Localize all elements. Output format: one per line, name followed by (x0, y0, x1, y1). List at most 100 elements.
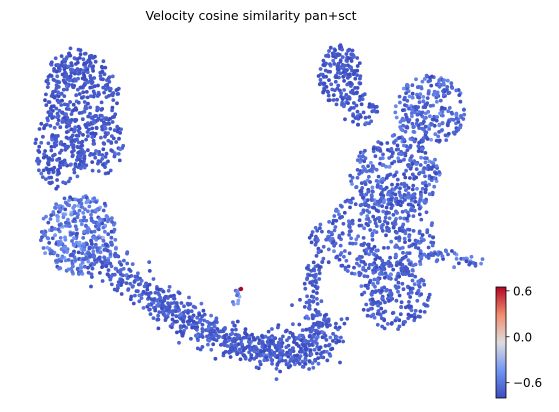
scatter-point (367, 115, 372, 119)
scatter-point (382, 275, 387, 280)
scatter-point (402, 118, 406, 123)
scatter-point (142, 284, 147, 289)
scatter-point (418, 163, 423, 167)
scatter-point (86, 148, 90, 153)
scatter-point (153, 290, 158, 295)
scatter-point (313, 359, 318, 363)
scatter-point (71, 219, 76, 224)
scatter-point (315, 351, 319, 356)
scatter-point (430, 122, 435, 127)
scatter-point (332, 214, 337, 218)
scatter-point (51, 210, 56, 214)
scatter-point (388, 255, 392, 260)
scatter-point (157, 310, 162, 314)
scatter-point (110, 216, 114, 221)
scatter-point (102, 201, 107, 206)
scatter-point (365, 203, 369, 208)
scatter-point (358, 160, 362, 164)
scatter-point (395, 260, 399, 265)
scatter-point (147, 302, 151, 307)
scatter-point (348, 173, 353, 178)
scatter-point (358, 115, 363, 119)
scatter-point (198, 319, 202, 324)
scatter-point (367, 280, 372, 285)
scatter-point (342, 79, 346, 83)
scatter-point (180, 333, 185, 338)
scatter-point (391, 225, 396, 229)
scatter-point (419, 217, 424, 222)
scatter-point (98, 74, 103, 78)
scatter-point (335, 64, 340, 69)
scatter-point (341, 339, 345, 344)
scatter-point (394, 209, 398, 214)
scatter-point (300, 328, 305, 333)
scatter-point (407, 251, 412, 256)
scatter-point (144, 281, 149, 286)
scatter-point (473, 261, 478, 266)
scatter-point (41, 246, 46, 250)
scatter-point (62, 67, 67, 72)
scatter-point (402, 193, 407, 197)
scatter-point (412, 159, 417, 164)
scatter-point (211, 342, 216, 347)
scatter-point (132, 280, 137, 284)
scatter-point (402, 216, 406, 221)
scatter-point (167, 304, 172, 309)
scatter-point (365, 214, 370, 218)
scatter-point (304, 314, 309, 319)
scatter-point (346, 63, 350, 68)
scatter-point (109, 148, 114, 153)
scatter-point (66, 217, 70, 222)
scatter-point (332, 52, 337, 56)
scatter-point (344, 92, 349, 97)
scatter-point (359, 102, 364, 107)
scatter-point (63, 235, 67, 240)
scatter-point (410, 121, 415, 126)
scatter-point (304, 300, 309, 305)
scatter-point (109, 235, 114, 240)
scatter-point (37, 144, 42, 149)
scatter-point (79, 269, 84, 274)
scatter-point (70, 154, 75, 159)
scatter-point (359, 202, 364, 207)
scatter-point (73, 258, 78, 263)
scatter-point (348, 80, 353, 85)
scatter-point (63, 161, 68, 166)
scatter-point (377, 272, 382, 276)
scatter-point (107, 94, 111, 98)
scatter-point (84, 195, 89, 200)
scatter-point (382, 285, 387, 290)
scatter-point (313, 279, 318, 284)
scatter-point (49, 148, 54, 153)
scatter-point (318, 222, 323, 227)
colorbar-tick-label: 0.6 (513, 284, 532, 298)
scatter-point (92, 141, 97, 146)
scatter-point (400, 262, 405, 267)
scatter-point (139, 296, 144, 300)
scatter-point (440, 113, 445, 118)
scatter-point (419, 292, 424, 297)
scatter-point (70, 83, 74, 87)
scatter-point (437, 78, 442, 82)
scatter-point (80, 139, 85, 144)
scatter-point (351, 106, 356, 110)
scatter-point (45, 116, 50, 121)
scatter-point (425, 298, 430, 302)
scatter-point (199, 301, 204, 306)
scatter-point (384, 210, 389, 215)
scatter-point (369, 197, 374, 202)
scatter-point (236, 301, 240, 306)
scatter-point (452, 251, 457, 256)
scatter-point (422, 127, 426, 132)
scatter-point (87, 204, 92, 209)
scatter-point (399, 266, 404, 270)
scatter-point (75, 174, 80, 179)
scatter-point (433, 132, 438, 137)
scatter-point (55, 253, 60, 258)
scatter-point (339, 317, 344, 322)
scatter-point (338, 59, 343, 64)
scatter-point (213, 356, 218, 361)
scatter-point (367, 174, 371, 179)
scatter-point (283, 359, 288, 363)
